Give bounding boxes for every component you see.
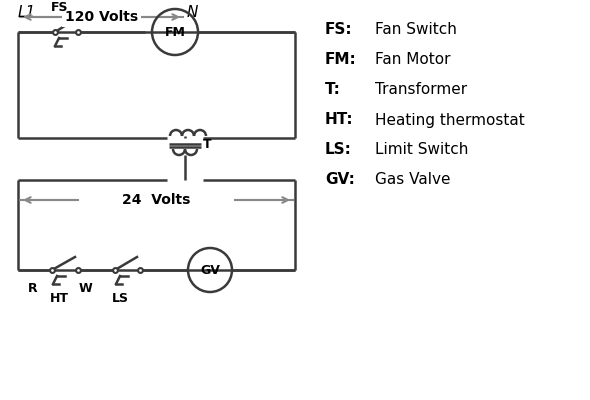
Text: LS: LS (112, 292, 129, 305)
Text: 24  Volts: 24 Volts (122, 193, 191, 207)
Text: LS:: LS: (325, 142, 352, 158)
Text: FM: FM (165, 26, 185, 38)
Text: W: W (79, 282, 93, 295)
Text: Heating thermostat: Heating thermostat (375, 112, 525, 128)
Text: T: T (203, 138, 212, 152)
Text: Limit Switch: Limit Switch (375, 142, 468, 158)
Text: FS: FS (51, 1, 68, 14)
Text: FS:: FS: (325, 22, 353, 38)
Text: L1: L1 (18, 5, 36, 20)
Text: T:: T: (325, 82, 341, 98)
Text: GV: GV (200, 264, 220, 276)
Text: GV:: GV: (325, 172, 355, 188)
Text: FM:: FM: (325, 52, 357, 68)
Text: N: N (187, 5, 198, 20)
Text: Fan Switch: Fan Switch (375, 22, 457, 38)
Text: Gas Valve: Gas Valve (375, 172, 451, 188)
Text: Transformer: Transformer (375, 82, 467, 98)
Text: R: R (28, 282, 38, 295)
Text: HT: HT (50, 292, 69, 305)
Text: 120 Volts: 120 Volts (65, 10, 138, 24)
Text: HT:: HT: (325, 112, 353, 128)
Text: Fan Motor: Fan Motor (375, 52, 451, 68)
